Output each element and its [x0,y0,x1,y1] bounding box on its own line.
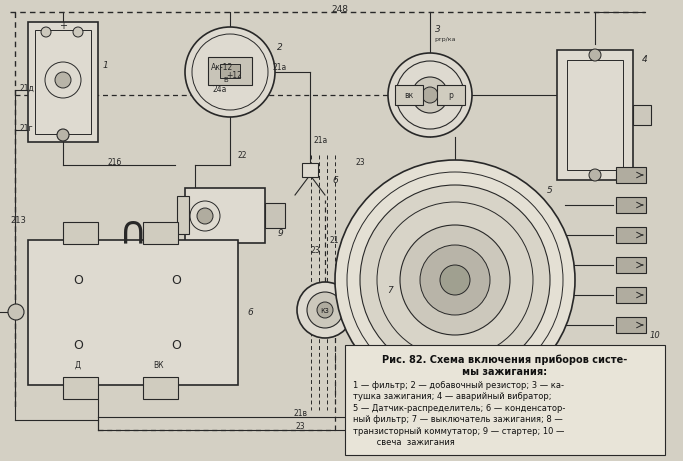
Bar [395,85,423,105]
Text: О: О [73,273,83,286]
Circle shape [73,27,83,37]
Text: О: О [73,338,83,351]
Text: свеча  зажигания: свеча зажигания [353,438,455,447]
Text: 21: 21 [330,236,339,244]
Circle shape [41,27,51,37]
Text: +12: +12 [226,71,242,81]
Circle shape [440,265,470,295]
Text: 2: 2 [277,42,283,52]
Bar [28,240,238,385]
Text: Д: Д [75,361,81,370]
Circle shape [400,225,510,335]
Text: тушка зажигания; 4 — аварийный вибратор;: тушка зажигания; 4 — аварийный вибратор; [353,392,551,401]
Circle shape [8,304,24,320]
Text: 24а: 24а [213,85,227,95]
Bar [63,377,98,399]
Circle shape [55,72,71,88]
Text: 21а: 21а [314,136,329,144]
Text: ∩: ∩ [119,213,148,251]
Bar [567,60,623,170]
Bar [616,257,646,273]
Circle shape [57,129,69,141]
Text: 9: 9 [277,229,283,237]
Bar [616,167,646,183]
Bar [143,222,178,244]
Text: 21а: 21а [273,63,287,71]
Bar [177,196,189,234]
Text: 5 — Датчик-распределитель; 6 — конденсатор-: 5 — Датчик-распределитель; 6 — конденсат… [353,403,566,413]
Bar [633,105,651,125]
Circle shape [307,292,343,328]
Bar [143,377,178,399]
Circle shape [360,185,550,375]
Text: 23: 23 [355,158,365,166]
Text: В: В [223,77,228,83]
Circle shape [422,87,438,103]
Bar [302,163,318,177]
Text: 21б: 21б [108,158,122,166]
Bar [345,345,665,455]
Text: 4: 4 [642,55,648,65]
Text: р: р [449,90,454,100]
Circle shape [420,245,490,315]
Bar [557,50,633,180]
Circle shape [197,208,213,224]
Text: 1: 1 [102,60,108,70]
Text: 22: 22 [238,150,247,160]
Text: 3: 3 [435,25,441,35]
Bar [616,317,646,333]
Text: 213: 213 [10,215,26,225]
Bar [616,227,646,243]
Text: 21г: 21г [20,124,33,132]
Circle shape [412,77,448,113]
Bar [616,197,646,213]
Text: ВК: ВК [153,361,163,370]
Circle shape [297,282,353,338]
Text: ный фильтр; 7 — выключатель зажигания; 8 —: ный фильтр; 7 — выключатель зажигания; 8… [353,415,563,424]
Text: 10: 10 [650,331,660,339]
Text: 1 — фильтр; 2 — добавочный резистор; 3 — ка-: 1 — фильтр; 2 — добавочный резистор; 3 —… [353,380,564,390]
Text: Рис. 82. Схема включения приборов систе-: Рис. 82. Схема включения приборов систе- [382,355,628,365]
Text: 6: 6 [247,307,253,317]
Text: О: О [171,273,181,286]
Bar [208,57,252,85]
Bar [220,64,240,78]
Bar [265,203,285,228]
Text: мы зажигания:: мы зажигания: [462,367,548,377]
Circle shape [335,160,575,400]
Circle shape [589,49,601,61]
Text: Ак-12: Ак-12 [211,64,233,72]
Text: 21в: 21в [293,408,307,418]
Circle shape [589,169,601,181]
Text: 248: 248 [331,5,348,13]
Bar [437,85,465,105]
Text: 23: 23 [310,246,320,254]
Bar [28,22,98,142]
Text: О: О [171,338,181,351]
Text: +: + [59,21,67,31]
Circle shape [388,53,472,137]
Bar [35,30,91,134]
Circle shape [317,302,333,318]
Circle shape [185,27,275,117]
Text: 6: 6 [332,176,338,184]
Bar [616,287,646,303]
Text: вк: вк [404,90,414,100]
Text: 7: 7 [387,285,393,295]
Text: 21д: 21д [20,83,35,93]
Text: кз: кз [320,306,329,314]
Bar [63,222,98,244]
Text: 5: 5 [547,185,553,195]
Text: 23: 23 [295,421,305,431]
Text: ртр/ка: ртр/ка [434,37,456,42]
Text: транзисторный коммутатор; 9 — стартер; 10 —: транзисторный коммутатор; 9 — стартер; 1… [353,426,564,436]
Bar [185,188,265,243]
